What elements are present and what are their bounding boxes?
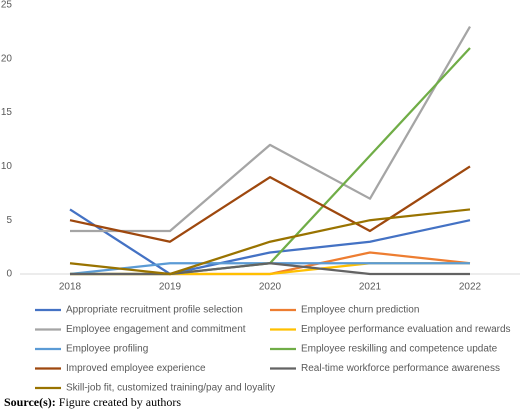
x-tick-label: 2019 xyxy=(159,282,182,293)
legend-label: Appropriate recruitment profile selectio… xyxy=(66,305,243,316)
series-line xyxy=(69,208,471,276)
series-line xyxy=(70,47,471,276)
legend-label: Real-time workforce performance awarenes… xyxy=(301,363,500,374)
source-text: Figure created by authors xyxy=(59,395,182,409)
x-tick-label: 2021 xyxy=(359,282,382,293)
y-tick-label: 25 xyxy=(1,0,13,11)
series-line xyxy=(70,25,471,233)
legend-label: Employee churn prediction xyxy=(301,305,419,316)
legend-label: Employee performance evaluation and rewa… xyxy=(301,324,511,335)
series-line xyxy=(69,208,471,276)
legend-label: Employee engagement and commitment xyxy=(66,324,246,335)
x-tick-label: 2018 xyxy=(59,282,82,293)
y-tick-label: 20 xyxy=(1,53,13,64)
source-label: Source(s): xyxy=(4,395,56,409)
series-line xyxy=(70,262,470,276)
legend-label: Employee profiling xyxy=(66,344,148,355)
legend-label: Employee reskilling and competence updat… xyxy=(301,344,498,355)
y-tick-label: 5 xyxy=(6,215,12,226)
source: Source(s): Figure created by authors xyxy=(4,395,181,409)
x-tick-label: 2020 xyxy=(259,282,282,293)
series-line xyxy=(69,165,471,243)
y-tick-label: 0 xyxy=(6,269,12,280)
y-tick-label: 15 xyxy=(1,107,13,118)
x-tick-label: 2022 xyxy=(459,282,482,293)
legend-label: Skill-job fit, customized training/pay a… xyxy=(66,383,275,394)
y-tick-label: 10 xyxy=(1,161,13,172)
legend-label: Improved employee experience xyxy=(66,363,206,374)
